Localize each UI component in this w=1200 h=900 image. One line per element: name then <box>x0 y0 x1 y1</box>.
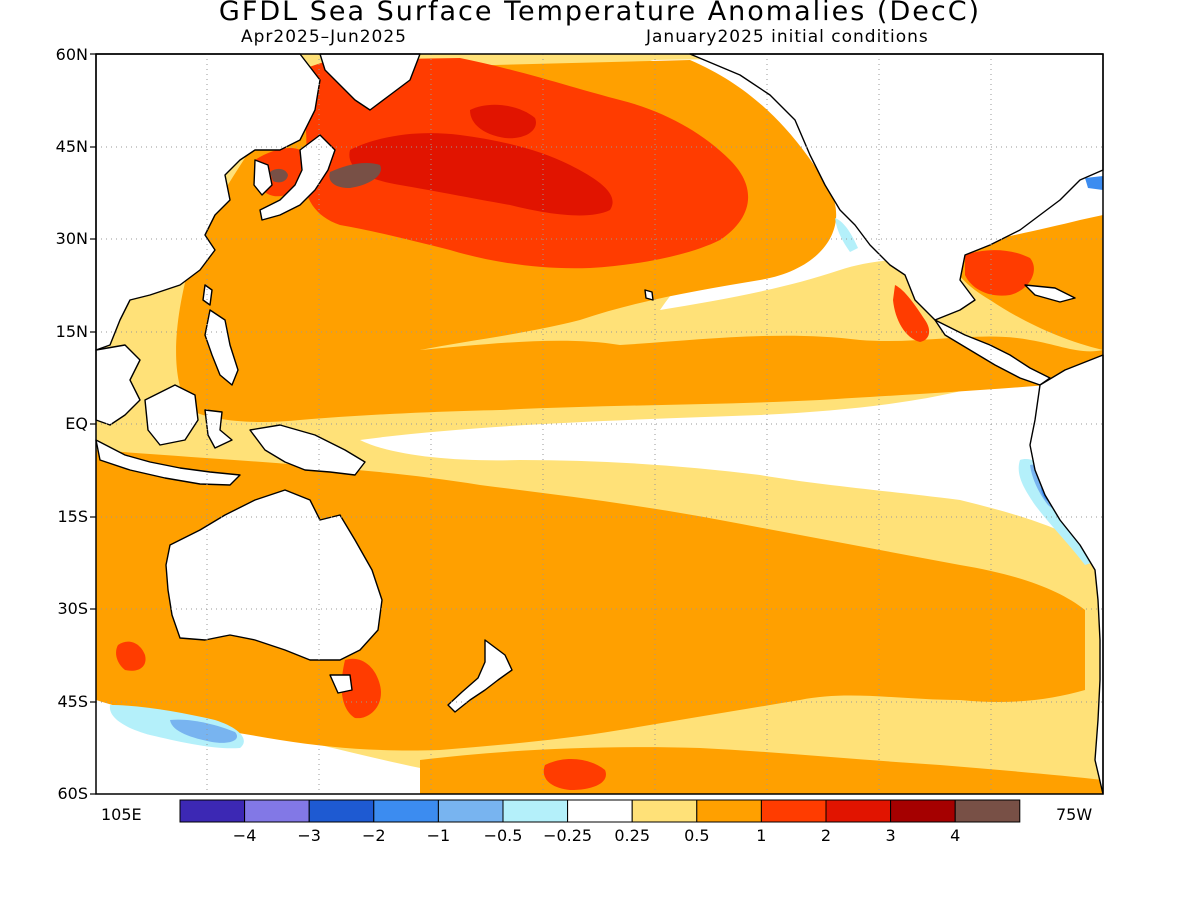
anomaly-region-1-indian <box>116 641 146 671</box>
land-new-guinea <box>249 424 366 476</box>
colorbar-tick-label: 0.25 <box>614 826 650 845</box>
land-hawaii <box>644 289 654 301</box>
anomaly-region-1-gulf <box>965 250 1034 296</box>
colorbar-tick-label: 0.5 <box>684 826 710 845</box>
colorbar-swatch <box>696 799 762 823</box>
lat-label-15s: 15S <box>57 507 88 526</box>
land-borneo <box>144 384 199 446</box>
colorbar-tick-label: −1 <box>426 826 451 845</box>
colorbar-swatch <box>631 799 698 823</box>
land-new-zealand <box>447 639 513 713</box>
colorbar-swatch <box>567 799 633 823</box>
colorbar-tick-label: 1 <box>756 826 767 845</box>
lon-label-75w: 75W <box>1056 805 1093 824</box>
land-cuba <box>1024 284 1076 303</box>
map-title: GFDL Sea Surface Temperature Anomalies (… <box>218 0 982 27</box>
initial-conditions: January2025 initial conditions <box>646 27 929 47</box>
colorbar-tick-label: −0.25 <box>543 826 593 845</box>
anomaly-region-neg-0.25-baja <box>835 218 858 252</box>
colorbar-swatch <box>179 799 246 823</box>
colorbar-swatch <box>890 799 956 823</box>
land-japan <box>259 134 336 221</box>
land-australia <box>165 489 383 661</box>
land-philippines <box>204 309 239 386</box>
colorbar-tick-label: −3 <box>297 826 321 845</box>
colorbar-tick-label: −0.5 <box>483 826 523 845</box>
anomaly-region-neg-0.5-southern <box>170 719 238 743</box>
lat-label-60n: 60N <box>55 45 88 64</box>
land-outlines <box>95 53 1104 795</box>
land-indochina <box>95 344 141 426</box>
lat-label-30n: 30N <box>55 229 88 248</box>
colorbar-tick-label: −4 <box>232 826 257 845</box>
colorbar-tick-label: 3 <box>885 826 896 845</box>
lat-label-60s: 60S <box>57 784 88 803</box>
colorbar-swatch <box>437 799 504 823</box>
colorbar-swatch <box>502 799 569 823</box>
land-asia <box>95 53 321 351</box>
land-kamchatka <box>319 53 421 111</box>
anomaly-region-neg-0.5-atlantic <box>1085 176 1103 190</box>
land-sulawesi <box>204 409 233 449</box>
lat-label-45n: 45N <box>55 137 88 156</box>
land-sumatra-java <box>95 439 241 486</box>
forecast-period: Apr2025–Jun2025 <box>241 27 407 47</box>
lat-label-30s: 30S <box>57 599 88 618</box>
colorbar-tick-label: 2 <box>820 826 832 845</box>
colorbar-tick-label: 4 <box>950 826 961 845</box>
colorbar-swatch <box>373 799 439 823</box>
anomaly-region-4-japan-sea <box>270 168 288 183</box>
anomaly-region-neutral-equatorial <box>360 360 1103 560</box>
graticule <box>96 54 1103 794</box>
anomaly-region-1-south-patch <box>543 758 606 790</box>
land-korea <box>253 159 273 196</box>
anomaly-region-2-core-north <box>470 104 536 139</box>
colorbar <box>179 799 1021 823</box>
colorbar-swatch <box>244 799 310 823</box>
anomaly-region-4-east-japan <box>329 162 381 188</box>
colorbar-swatch <box>954 799 1021 823</box>
lon-label-105e: 105E <box>101 805 142 824</box>
colorbar-swatch <box>308 799 375 823</box>
land-tasmania <box>329 674 353 694</box>
colorbar-swatch <box>760 799 827 823</box>
anomaly-region-2-core <box>349 133 613 216</box>
lat-label-45s: 45S <box>57 692 88 711</box>
colorbar-swatch <box>825 799 892 823</box>
axis-ticks <box>90 53 96 795</box>
colorbar-tick-label: −2 <box>362 826 386 845</box>
anomaly-region-1-tasman <box>341 658 381 719</box>
anomaly-region-1-mexico <box>893 285 930 342</box>
lat-label-15n: 15N <box>55 322 88 341</box>
lat-label-eq: EQ <box>65 414 88 433</box>
